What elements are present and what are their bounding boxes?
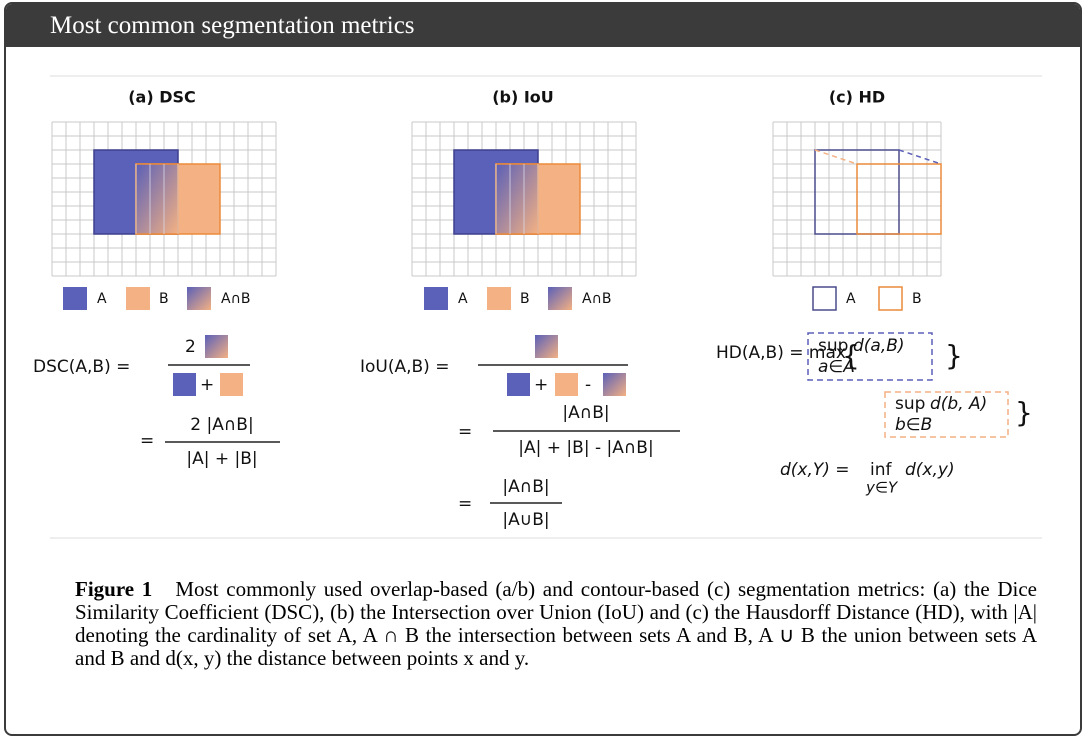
formula-text: a∈A	[818, 357, 855, 377]
legend-label: A	[458, 291, 468, 307]
caption: Figure 1 Most commonly used overlap-base…	[75, 578, 1037, 670]
legend-swatch	[878, 286, 903, 311]
panel-title: (a) DSC	[128, 88, 196, 107]
formula-text: |A| + |B|	[186, 449, 257, 469]
legend-swatch	[548, 287, 572, 310]
dashed-box	[807, 332, 933, 381]
panel-title: (c) HD	[829, 88, 885, 107]
formula-text: |A∩B|	[502, 477, 549, 497]
formula-text: b∈B	[895, 415, 932, 435]
formula-text: +	[200, 375, 214, 395]
formula-text: d(x,Y) =	[780, 460, 850, 480]
caption-text: Most commonly used overlap-based (a/b) a…	[75, 577, 1037, 670]
formula-lhs: IoU(A,B) =	[360, 357, 449, 377]
formula-text: y∈Y	[865, 479, 899, 497]
swatch	[205, 335, 228, 358]
swatch	[555, 373, 578, 396]
set-b	[856, 163, 942, 235]
formula-text: d(x,y)	[905, 460, 955, 480]
frame: Most common segmentation metrics	[4, 2, 1082, 736]
swatch	[220, 373, 243, 396]
swatch	[603, 373, 626, 396]
formula-text: +	[534, 375, 548, 395]
formula-text: =	[458, 422, 472, 442]
legend-swatch	[126, 287, 150, 310]
formula-text: 2 |A∩B|	[190, 415, 253, 435]
header-title: Most common segmentation metrics	[6, 4, 1080, 47]
formula-text: =	[458, 494, 472, 514]
formula-lhs: DSC(A,B) =	[33, 357, 130, 377]
legend-label: A∩B	[582, 291, 611, 307]
swatch	[535, 335, 558, 358]
swatch	[173, 373, 196, 396]
distance	[898, 149, 942, 165]
legend-label: A∩B	[221, 291, 250, 307]
intersection	[135, 163, 179, 235]
formula-text: |A∪B|	[502, 510, 549, 530]
formula-text: sup	[895, 394, 925, 414]
legend-swatch	[187, 287, 211, 310]
brace: }	[1015, 396, 1033, 429]
shapes	[51, 121, 942, 277]
formula-text: =	[140, 431, 154, 451]
legend-swatch	[424, 287, 448, 310]
formula-text: |A| + |B| - |A∩B|	[518, 438, 653, 458]
formula-text: 2	[185, 337, 196, 357]
legend-label: B	[159, 291, 169, 307]
legend-swatch	[487, 287, 511, 310]
formula-text: d(a,B)	[853, 336, 905, 356]
legend-swatch	[812, 286, 837, 311]
formula-text: sup	[818, 336, 848, 356]
legend-label: B	[520, 291, 530, 307]
formula-text: inf	[870, 460, 892, 480]
dashed-box	[884, 391, 1009, 438]
formula-text: |A∩B|	[562, 403, 609, 423]
formula-text: d(b, A)	[930, 394, 987, 414]
panel-title: (b) IoU	[492, 88, 554, 107]
formula-lhs: HD(A,B) = max	[716, 343, 846, 363]
formula-text: -	[585, 375, 591, 395]
distance	[814, 149, 858, 165]
brace: }	[945, 339, 963, 372]
brace: {	[842, 339, 860, 372]
legend-swatch	[63, 287, 87, 310]
caption-label: Figure 1	[75, 577, 153, 601]
swatch	[507, 373, 530, 396]
legend-label: A	[846, 291, 856, 307]
legend-label: A	[97, 291, 107, 307]
legend-label: B	[912, 291, 922, 307]
intersection	[495, 163, 539, 235]
